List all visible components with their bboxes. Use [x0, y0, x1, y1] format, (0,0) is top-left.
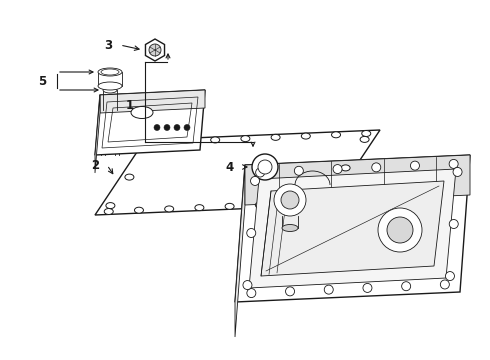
Circle shape — [250, 176, 260, 185]
Ellipse shape — [104, 208, 113, 215]
Ellipse shape — [332, 132, 341, 138]
Polygon shape — [261, 181, 444, 276]
Ellipse shape — [131, 107, 153, 118]
Ellipse shape — [241, 136, 250, 141]
Polygon shape — [235, 155, 470, 302]
Ellipse shape — [301, 133, 310, 139]
Circle shape — [453, 167, 462, 176]
Circle shape — [256, 168, 265, 177]
Circle shape — [286, 287, 294, 296]
Circle shape — [387, 217, 413, 243]
Ellipse shape — [106, 203, 115, 208]
Circle shape — [372, 163, 381, 172]
Polygon shape — [245, 155, 470, 205]
Ellipse shape — [101, 69, 119, 75]
Circle shape — [281, 191, 299, 209]
Ellipse shape — [98, 82, 122, 90]
Ellipse shape — [150, 140, 159, 145]
Text: 3: 3 — [104, 39, 112, 51]
Text: 4: 4 — [226, 161, 234, 174]
Ellipse shape — [362, 131, 371, 136]
Circle shape — [174, 125, 180, 131]
Ellipse shape — [103, 87, 117, 93]
Ellipse shape — [98, 68, 122, 76]
Polygon shape — [95, 130, 380, 215]
Ellipse shape — [341, 165, 350, 171]
Ellipse shape — [282, 225, 298, 231]
Ellipse shape — [286, 201, 294, 207]
Polygon shape — [249, 169, 456, 288]
Circle shape — [184, 125, 190, 131]
Circle shape — [294, 166, 303, 175]
Ellipse shape — [125, 174, 134, 180]
Circle shape — [333, 165, 342, 174]
Circle shape — [449, 220, 458, 229]
Ellipse shape — [316, 199, 325, 206]
Ellipse shape — [255, 202, 264, 208]
Polygon shape — [95, 90, 205, 155]
Ellipse shape — [144, 145, 153, 152]
Ellipse shape — [165, 206, 173, 212]
Circle shape — [149, 44, 161, 56]
Ellipse shape — [134, 207, 144, 213]
Text: 5: 5 — [38, 75, 46, 87]
Circle shape — [258, 160, 272, 174]
Circle shape — [402, 282, 411, 291]
Circle shape — [247, 289, 256, 298]
Ellipse shape — [271, 134, 280, 140]
Circle shape — [363, 283, 372, 292]
Circle shape — [247, 229, 256, 238]
Ellipse shape — [322, 193, 331, 199]
Circle shape — [324, 285, 333, 294]
Polygon shape — [100, 90, 205, 113]
Ellipse shape — [225, 203, 234, 210]
Circle shape — [252, 154, 278, 180]
Ellipse shape — [360, 136, 369, 143]
Polygon shape — [95, 95, 100, 173]
Ellipse shape — [180, 138, 190, 144]
Circle shape — [441, 280, 449, 289]
Circle shape — [445, 271, 454, 280]
Polygon shape — [235, 165, 245, 337]
Circle shape — [411, 161, 419, 170]
Circle shape — [449, 159, 458, 168]
Circle shape — [154, 125, 160, 131]
Circle shape — [274, 184, 306, 216]
Circle shape — [164, 125, 170, 131]
Text: 1: 1 — [126, 99, 134, 112]
Text: 2: 2 — [91, 158, 99, 171]
Circle shape — [378, 208, 422, 252]
Circle shape — [243, 280, 252, 289]
Polygon shape — [146, 39, 165, 61]
Ellipse shape — [211, 137, 220, 143]
Ellipse shape — [195, 204, 204, 211]
